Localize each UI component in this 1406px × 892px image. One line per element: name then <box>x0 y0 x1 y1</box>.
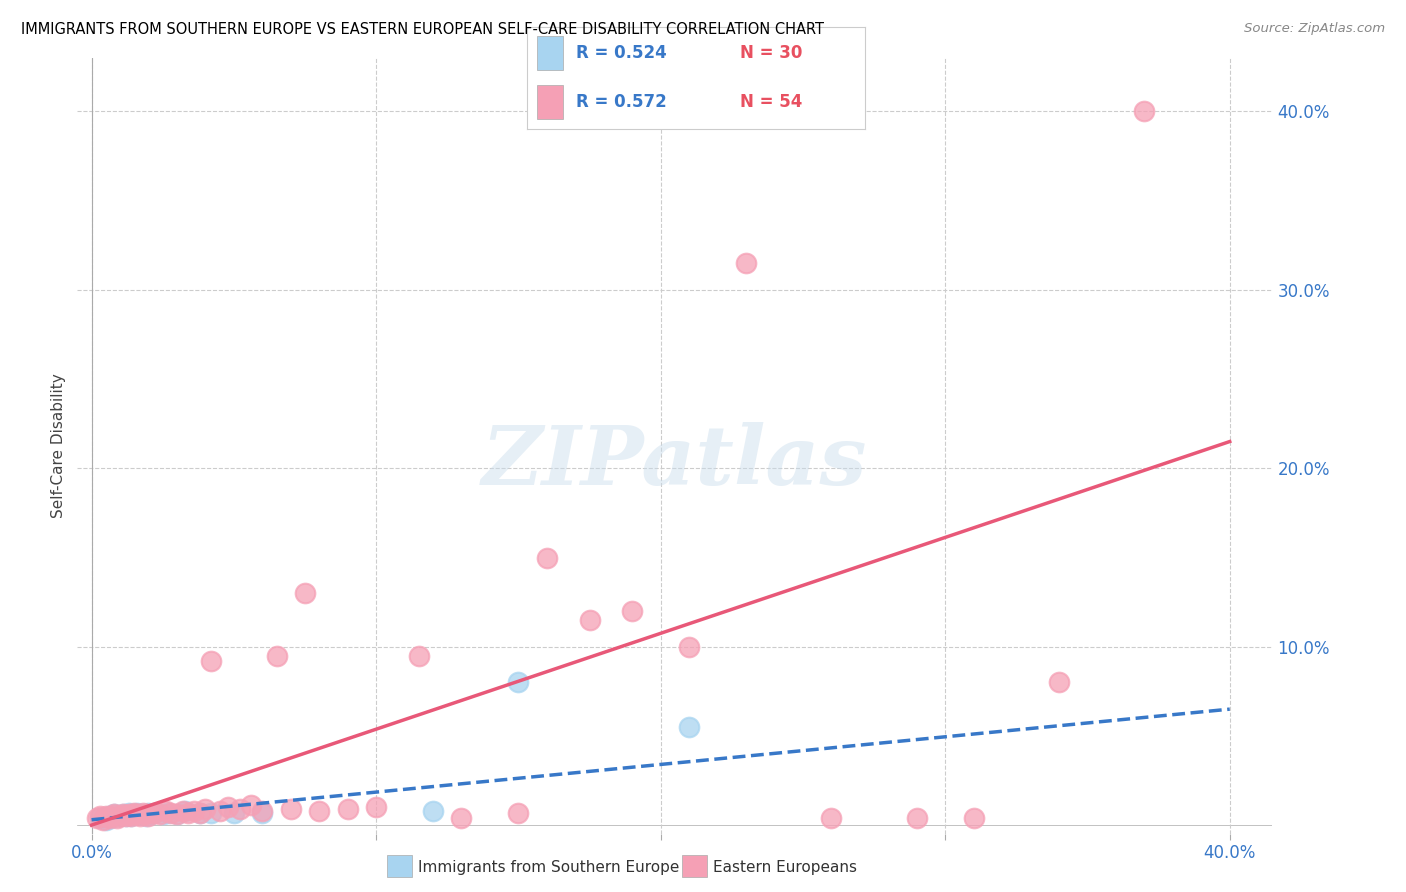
Point <box>135 809 157 823</box>
Point <box>120 809 142 823</box>
Point <box>114 809 136 823</box>
Point <box>239 798 262 813</box>
Point <box>450 811 472 825</box>
Point <box>117 805 139 820</box>
Point <box>963 811 986 825</box>
Point <box>152 807 174 822</box>
Point <box>122 807 145 822</box>
Point <box>252 804 274 818</box>
Point <box>127 807 149 822</box>
Point <box>621 604 644 618</box>
Point <box>149 807 172 822</box>
Point <box>94 813 117 827</box>
Point <box>114 809 136 823</box>
Text: Source: ZipAtlas.com: Source: ZipAtlas.com <box>1244 22 1385 36</box>
Point <box>132 807 155 822</box>
Point <box>91 813 114 827</box>
Point <box>166 807 188 822</box>
Point <box>117 807 139 822</box>
Point <box>111 807 134 822</box>
Point <box>132 805 155 820</box>
Point <box>105 811 128 825</box>
Point <box>141 807 163 822</box>
Point <box>122 805 145 820</box>
Point <box>103 807 125 822</box>
Text: Immigrants from Southern Europe: Immigrants from Southern Europe <box>418 860 679 874</box>
Point <box>108 809 131 823</box>
Point <box>188 805 211 820</box>
Point <box>905 811 928 825</box>
Point <box>138 805 160 820</box>
Point <box>678 720 700 734</box>
Point <box>308 804 330 818</box>
Point <box>422 804 444 818</box>
Point <box>97 811 120 825</box>
Point <box>536 550 558 565</box>
Point <box>820 811 842 825</box>
Bar <box>537 86 562 119</box>
Point <box>89 811 111 825</box>
Point <box>100 809 122 823</box>
Point <box>143 805 166 820</box>
Point <box>266 648 288 663</box>
Point <box>280 802 302 816</box>
Point <box>678 640 700 654</box>
Text: N = 30: N = 30 <box>740 44 803 62</box>
Point <box>1047 675 1070 690</box>
Point <box>1133 104 1156 119</box>
Point <box>129 807 152 822</box>
Point <box>366 800 388 814</box>
Point <box>222 805 245 820</box>
Point <box>578 613 600 627</box>
Y-axis label: Self-Care Disability: Self-Care Disability <box>51 374 66 518</box>
Point <box>200 805 222 820</box>
Point <box>188 805 211 820</box>
Point <box>103 807 125 822</box>
Point <box>200 654 222 668</box>
Point <box>166 807 188 822</box>
Text: R = 0.572: R = 0.572 <box>576 93 666 112</box>
Point <box>143 805 166 820</box>
Point <box>129 809 152 823</box>
Point <box>155 804 177 818</box>
Point <box>735 256 758 270</box>
Point <box>294 586 316 600</box>
Point <box>252 805 274 820</box>
Point <box>177 805 200 820</box>
Point <box>217 800 239 814</box>
Point <box>108 809 131 823</box>
Point <box>105 809 128 823</box>
Point <box>111 807 134 822</box>
Point <box>86 811 108 825</box>
Point <box>135 807 157 822</box>
Point <box>336 802 359 816</box>
Point <box>194 802 217 816</box>
Text: N = 54: N = 54 <box>740 93 803 112</box>
Text: Eastern Europeans: Eastern Europeans <box>713 860 856 874</box>
Point <box>183 804 205 818</box>
Point <box>160 805 183 820</box>
Point <box>100 811 122 825</box>
Text: R = 0.524: R = 0.524 <box>576 44 666 62</box>
Text: ZIPatlas: ZIPatlas <box>482 422 868 501</box>
Bar <box>537 36 562 70</box>
Point <box>174 804 197 818</box>
Point <box>138 809 160 823</box>
Point <box>89 809 111 823</box>
Point <box>508 805 530 820</box>
Point <box>157 805 180 820</box>
Point <box>120 809 142 823</box>
Point <box>97 809 120 823</box>
Point <box>508 675 530 690</box>
Point <box>228 802 250 816</box>
Text: IMMIGRANTS FROM SOUTHERN EUROPE VS EASTERN EUROPEAN SELF-CARE DISABILITY CORRELA: IMMIGRANTS FROM SOUTHERN EUROPE VS EASTE… <box>21 22 824 37</box>
Point <box>127 805 149 820</box>
Point <box>172 804 194 818</box>
Point <box>94 809 117 823</box>
Point <box>208 804 231 818</box>
Point <box>408 648 430 663</box>
